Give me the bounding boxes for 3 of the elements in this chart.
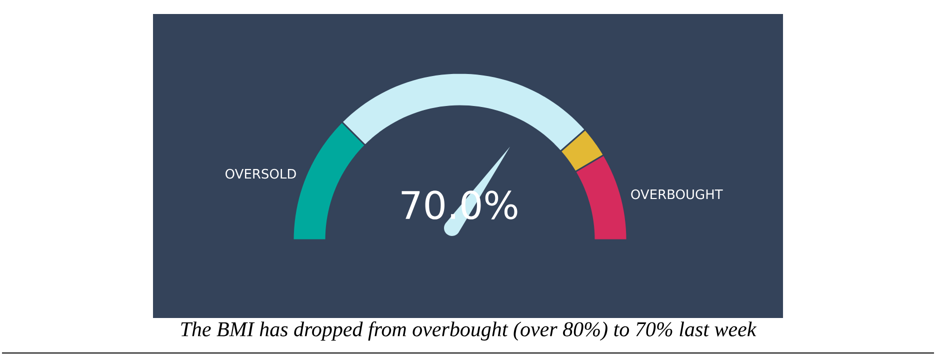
slice-label: OVERBOUGHT: [631, 189, 723, 200]
text: The BMI has dropped from overbought (over 80%) to 70% last week: [181, 321, 757, 341]
slice-label: OVERSOLD: [226, 168, 296, 179]
